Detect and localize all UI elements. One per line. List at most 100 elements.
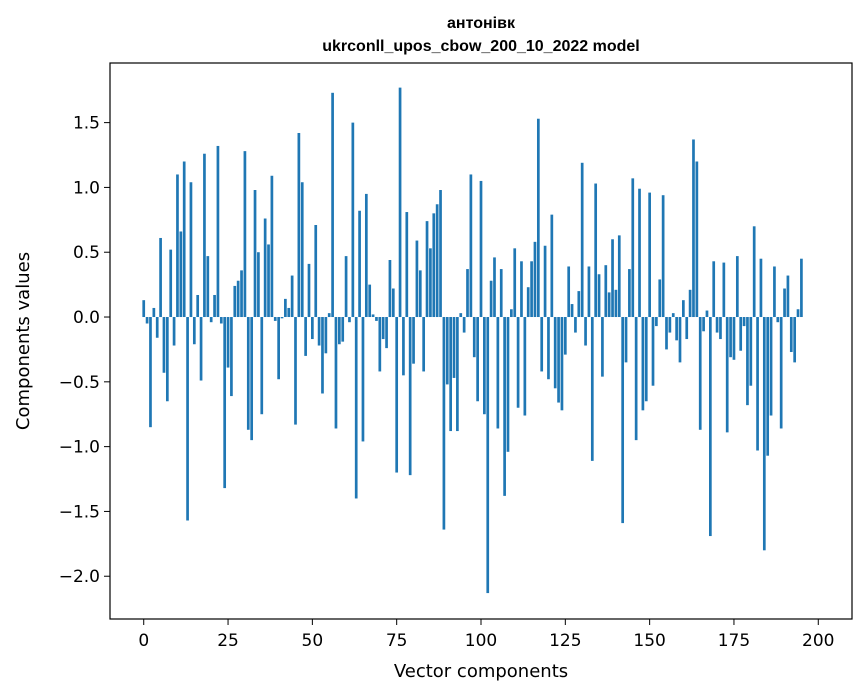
bar <box>445 317 449 385</box>
bar <box>621 317 625 524</box>
bar <box>786 275 790 318</box>
bar <box>439 190 442 318</box>
bar <box>685 317 689 340</box>
bar <box>476 317 479 402</box>
bar <box>149 317 152 428</box>
bar <box>182 161 186 318</box>
bar <box>574 317 577 333</box>
bar <box>304 317 307 356</box>
bar <box>243 151 247 318</box>
x-tick-label: 100 <box>465 631 497 651</box>
bar <box>398 87 402 318</box>
bar <box>381 317 385 340</box>
bar <box>391 288 395 318</box>
bar <box>594 183 598 318</box>
bar <box>472 317 476 358</box>
bar <box>368 284 372 318</box>
bar <box>324 317 328 354</box>
bar <box>769 317 773 416</box>
bar <box>429 248 432 318</box>
bar <box>523 317 527 416</box>
bar <box>577 291 581 318</box>
bar <box>789 317 793 353</box>
x-tick-label: 50 <box>302 631 324 651</box>
bar <box>601 317 604 377</box>
bar <box>418 270 422 318</box>
bar <box>230 317 233 397</box>
bar <box>506 317 510 452</box>
bar <box>250 317 254 441</box>
bar <box>364 193 368 318</box>
bar <box>665 317 668 350</box>
y-tick-label: −0.5 <box>59 373 100 393</box>
bar <box>287 307 291 318</box>
x-tick-label: 75 <box>386 631 408 651</box>
bar <box>779 317 783 429</box>
bar <box>557 317 560 403</box>
bar <box>671 313 675 318</box>
x-tick-label: 25 <box>217 631 239 651</box>
bar <box>226 317 230 368</box>
bar <box>719 317 722 340</box>
bar <box>722 262 726 318</box>
x-tick-label: 150 <box>633 631 665 651</box>
bar <box>486 317 490 594</box>
bar <box>590 317 594 461</box>
bar <box>739 317 743 351</box>
bar <box>705 310 709 318</box>
bar <box>300 182 304 318</box>
bar <box>284 298 287 318</box>
bar <box>196 294 200 318</box>
bar <box>432 213 436 318</box>
bar <box>513 248 517 318</box>
bar <box>435 204 439 318</box>
bar <box>219 317 223 324</box>
bar <box>412 317 415 364</box>
bar <box>402 317 405 376</box>
bar <box>587 266 591 318</box>
bar <box>661 195 665 318</box>
bar <box>749 317 753 386</box>
bar <box>563 317 567 355</box>
bar <box>580 162 584 318</box>
bar <box>536 118 540 318</box>
bar <box>246 317 250 430</box>
bar <box>567 266 571 318</box>
bar <box>152 307 156 318</box>
y-axis-label: Components values <box>13 252 34 430</box>
bar <box>331 92 334 318</box>
bar <box>395 317 399 473</box>
bar <box>344 256 348 318</box>
bar <box>628 269 631 318</box>
bar <box>712 261 716 318</box>
bar <box>415 240 419 318</box>
chart-title-line-1: антонівк <box>447 15 516 32</box>
bar <box>607 292 611 318</box>
bar <box>189 182 193 318</box>
bar <box>338 317 341 345</box>
bar <box>631 178 635 318</box>
bar <box>725 317 729 433</box>
bar <box>644 317 648 402</box>
bar <box>172 317 176 346</box>
bar <box>526 287 530 318</box>
bar <box>209 317 213 323</box>
bar <box>624 317 628 363</box>
bar <box>651 317 655 386</box>
bar <box>783 288 786 318</box>
x-tick-label: 125 <box>549 631 581 651</box>
bar <box>334 317 338 429</box>
bar <box>442 317 446 530</box>
bar <box>162 317 166 373</box>
bar <box>297 132 301 318</box>
bar <box>550 214 554 318</box>
bar <box>206 256 210 318</box>
bar <box>560 317 564 411</box>
bar <box>307 263 311 318</box>
bar <box>793 317 797 363</box>
y-tick-label: 1.5 <box>73 114 100 134</box>
y-tick-label: 0.5 <box>73 243 100 263</box>
bar <box>361 317 365 442</box>
bar <box>773 266 776 318</box>
bar <box>462 317 466 333</box>
